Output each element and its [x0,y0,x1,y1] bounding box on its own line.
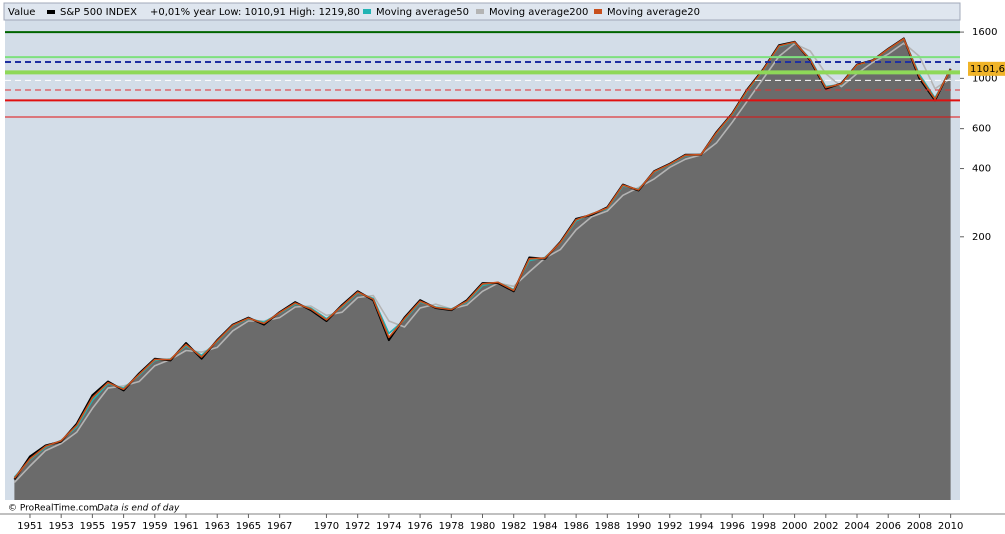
y-tick-label: 200 [972,232,991,243]
legend-label: Moving average20 [607,7,700,18]
x-tick-label: 1992 [657,521,682,532]
x-tick-label: 2004 [844,521,869,532]
x-tick-label: 1965 [236,521,261,532]
x-tick-label: 1984 [532,521,557,532]
x-tick-label: 1978 [439,521,464,532]
legend-swatch [476,9,484,14]
x-tick-label: 1959 [142,521,167,532]
area [14,38,951,501]
x-tick-label: 1957 [111,521,136,532]
x-tick-label: 2008 [907,521,932,532]
x-tick-label: 1986 [563,521,588,532]
x-tick-label: 2010 [938,521,963,532]
legend-label: Moving average50 [376,7,469,18]
x-tick-label: 1988 [595,521,620,532]
x-tick-label: 1998 [751,521,776,532]
x-tick-label: 1974 [376,521,401,532]
y-tick-label: 600 [972,124,991,135]
legend-swatch [47,10,55,14]
legend-label: S&P 500 INDEX [60,7,137,18]
y-tick-label: 400 [972,164,991,175]
legend-swatch [363,9,371,14]
x-tick-label: 1990 [626,521,651,532]
header-info: +0,01% year Low: 1010,91 High: 1219,80 [150,7,360,18]
x-tick-label: 1982 [501,521,526,532]
legend-label: Moving average200 [489,7,588,18]
x-tick-label: 2002 [813,521,838,532]
x-tick-label: 1994 [688,521,713,532]
y-axis-area [961,20,1005,500]
x-tick-label: 1980 [470,521,495,532]
x-tick-label: 2000 [782,521,807,532]
x-tick-label: 1967 [267,521,292,532]
footer-source: © ProRealTime.com [8,504,98,514]
x-tick-label: 2006 [875,521,900,532]
x-tick-label: 1963 [204,521,229,532]
x-tick-label: 1953 [48,521,73,532]
legend-swatch [594,9,602,14]
price-tag [968,61,1005,76]
x-tick-label: 1951 [17,521,42,532]
x-tick-label: 1972 [345,521,370,532]
header-label: Value [8,7,35,18]
x-tick-label: 1996 [719,521,744,532]
y-tick-label: 1600 [972,27,997,38]
x-tick-label: 1976 [407,521,432,532]
x-tick-label: 1970 [314,521,339,532]
line [13,38,952,479]
y-tick-label: 1000 [972,73,997,84]
x-tick-label: 1961 [173,521,198,532]
price-tag-label: 1101,6 [970,64,1005,75]
x-tick-label: 1955 [80,521,105,532]
footer-note: Data is end of day [97,504,180,514]
